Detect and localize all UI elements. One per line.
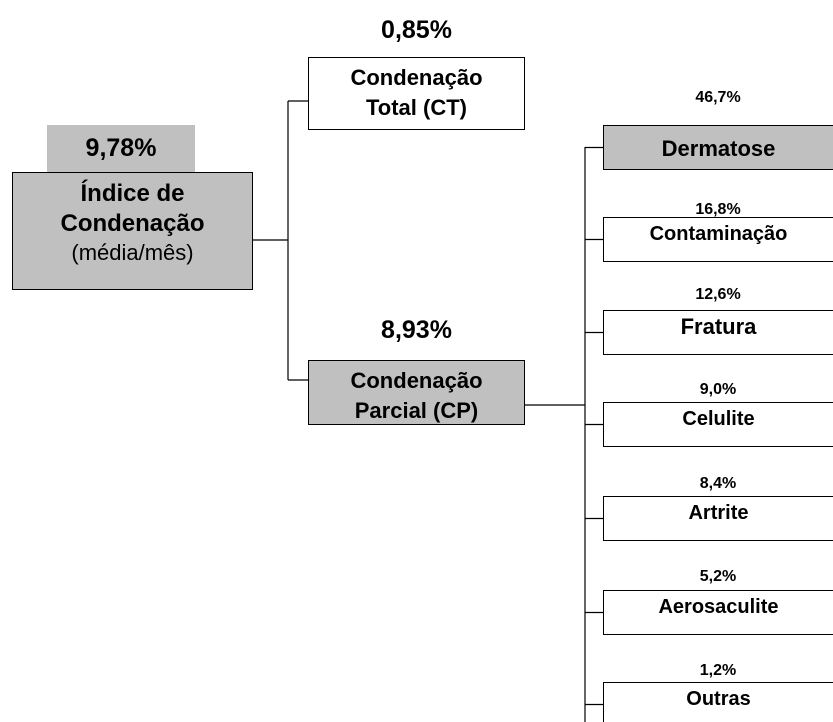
total-percent: 0,85% bbox=[381, 16, 452, 44]
total-box: Condenação Total (CT) bbox=[308, 57, 525, 130]
category-box: Fratura bbox=[603, 310, 833, 355]
category-percent: 9,0% bbox=[699, 381, 737, 398]
category-percent: 1,2% bbox=[699, 662, 737, 679]
total-label: Condenação bbox=[350, 65, 483, 90]
category-percent: 8,4% bbox=[699, 475, 737, 492]
category-percent: 5,2% bbox=[699, 568, 737, 585]
root-label: Índice de bbox=[80, 180, 185, 207]
category-box: Celulite bbox=[603, 402, 833, 447]
partial-label: Parcial (CP) bbox=[354, 398, 479, 423]
root-box: Índice de Condenação (média/mês) bbox=[12, 172, 253, 290]
category-box: Contaminação bbox=[603, 217, 833, 262]
category-box: Outras bbox=[603, 682, 833, 722]
partial-box: Condenação Parcial (CP) bbox=[308, 360, 525, 425]
partial-percent: 8,93% bbox=[381, 316, 452, 344]
root-sublabel: (média/mês) bbox=[71, 240, 194, 265]
category-percent: 46,7% bbox=[695, 89, 741, 106]
category-box: Aerosaculite bbox=[603, 590, 833, 635]
root-percent: 9,78% bbox=[47, 125, 195, 172]
root-label: Condenação bbox=[60, 210, 205, 237]
category-box: Artrite bbox=[603, 496, 833, 541]
category-percent: 12,6% bbox=[695, 286, 741, 303]
category-box: Dermatose bbox=[603, 125, 833, 170]
total-label: Total (CT) bbox=[365, 95, 467, 120]
category-percent: 16,8% bbox=[695, 201, 741, 218]
partial-label: Condenação bbox=[350, 368, 483, 393]
